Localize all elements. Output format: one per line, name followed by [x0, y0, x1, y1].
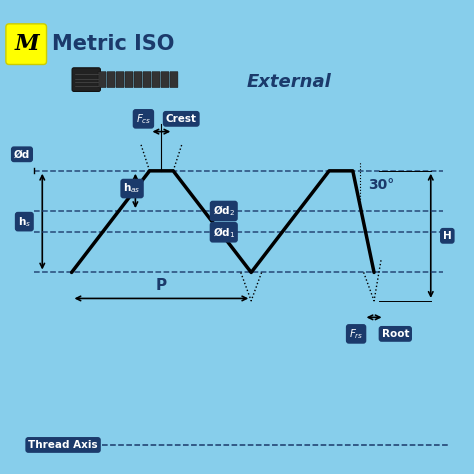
- Text: H: H: [443, 231, 452, 241]
- Text: M: M: [14, 33, 39, 55]
- FancyBboxPatch shape: [152, 72, 160, 88]
- FancyBboxPatch shape: [98, 72, 106, 88]
- FancyBboxPatch shape: [72, 68, 100, 91]
- Text: 30°: 30°: [368, 178, 394, 192]
- FancyBboxPatch shape: [107, 72, 115, 88]
- Text: h$_{as}$: h$_{as}$: [123, 182, 141, 195]
- FancyBboxPatch shape: [143, 72, 151, 88]
- FancyBboxPatch shape: [161, 72, 169, 88]
- Text: Ød$_2$: Ød$_2$: [213, 204, 235, 219]
- Text: Crest: Crest: [166, 114, 197, 124]
- FancyBboxPatch shape: [116, 72, 124, 88]
- Text: External: External: [246, 73, 331, 91]
- Text: Metric ISO: Metric ISO: [52, 34, 174, 54]
- FancyBboxPatch shape: [134, 72, 142, 88]
- Text: $F_{rs}$: $F_{rs}$: [349, 327, 364, 341]
- FancyBboxPatch shape: [170, 72, 178, 88]
- Text: $F_{cs}$: $F_{cs}$: [136, 112, 151, 126]
- Text: Root: Root: [382, 329, 409, 339]
- Text: Ød: Ød: [14, 149, 30, 159]
- FancyBboxPatch shape: [125, 72, 133, 88]
- Text: Thread Axis: Thread Axis: [28, 440, 98, 450]
- Text: P: P: [156, 278, 167, 293]
- Text: Ød$_1$: Ød$_1$: [213, 225, 235, 240]
- Text: h$_s$: h$_s$: [18, 215, 31, 228]
- FancyBboxPatch shape: [6, 24, 46, 64]
